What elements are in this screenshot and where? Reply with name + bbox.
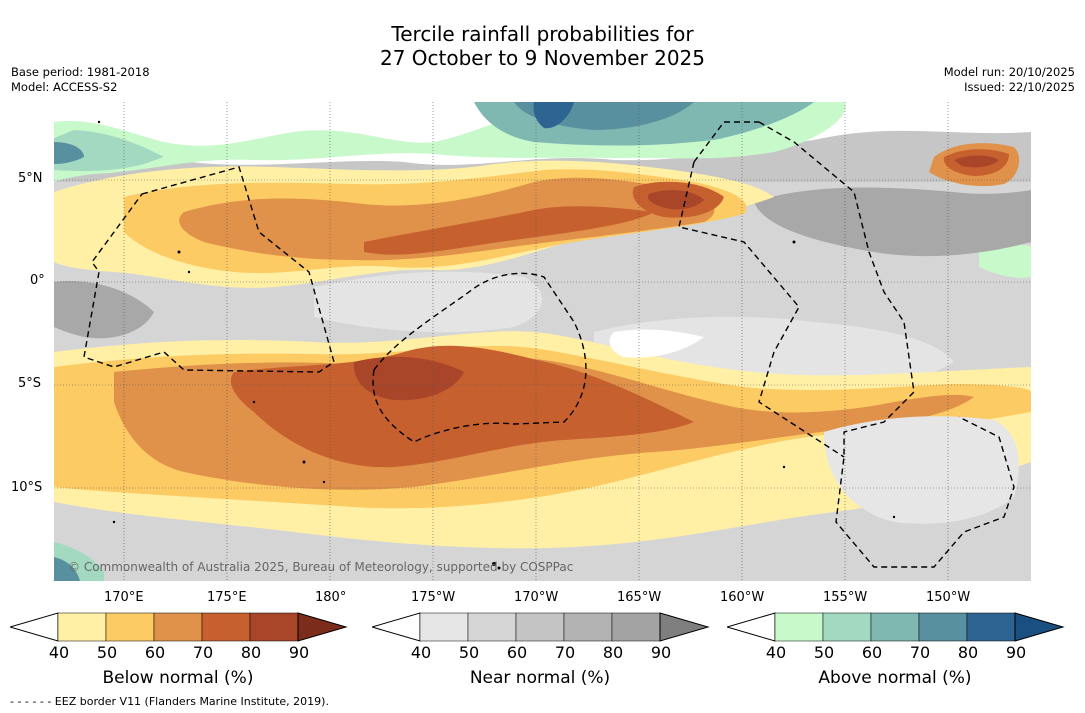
cb-near-tick-60: 60 [506,643,528,662]
cb-below-arrow-left [10,612,59,642]
rainfall-probability-map: © Commonwealth of Australia 2025, Bureau… [54,102,1031,581]
copyright-text: © Commonwealth of Australia 2025, Bureau… [68,560,573,574]
cb-above-arrow-right [1014,612,1065,642]
cb-near-tick-90: 90 [650,643,672,662]
map-title-line2: 27 October to 9 November 2025 [379,46,706,70]
colorbar-above-normal [727,612,1065,642]
lon-label-150w: 150°W [926,590,971,605]
colorbar-near-normal [372,612,710,642]
eez-borders [83,121,1015,568]
cb-near-tick-50: 50 [458,643,480,662]
below-normal-70-north [364,206,654,255]
near-normal-southeast [824,416,1019,524]
base-period: Base period: 1981-2018 [11,65,150,79]
below-normal-60-north [179,177,715,261]
cb-near-tick-80: 80 [602,643,624,662]
cb-above-tick-80: 80 [957,643,979,662]
cb-below-tick-60: 60 [144,643,166,662]
cb-above-label: Above normal (%) [818,668,972,688]
lon-label-155w: 155°W [823,590,868,605]
cb-above-tick-50: 50 [813,643,835,662]
cb-near-label: Near normal (%) [469,668,611,688]
lon-label-160w: 160°W [720,590,765,605]
map-title-line1: Tercile rainfall probabilities for [391,22,694,46]
cb-below-tick-70: 70 [192,643,214,662]
above-normal-80-north [533,102,574,129]
near-normal-dark-west [54,281,154,339]
cb-below-tick-90: 90 [288,643,310,662]
cb-below-seg-70 [201,612,251,642]
issued-date: Issued: 22/10/2025 [964,80,1075,94]
cb-above-seg-70 [918,612,968,642]
below-normal-80-east [954,155,999,168]
cb-above-tick-40: 40 [765,643,787,662]
cb-near-seg-70 [563,612,613,642]
near-normal-dark-east [754,187,1031,257]
cb-below-seg-40 [57,612,107,642]
above-normal-50-west [54,130,164,172]
cb-below-seg-60 [153,612,203,642]
lon-label-170e: 170°E [104,590,144,605]
lon-label-165w: 165°W [617,590,662,605]
cb-above-tick-90: 90 [1005,643,1027,662]
above-normal-east [979,244,1031,278]
lon-label-180: 180° [315,590,347,605]
below-normal-70-south [230,345,694,468]
eez-footnote: - - - - - - EEZ border V11 (Flanders Mar… [10,695,329,708]
cb-near-seg-50 [467,612,517,642]
lon-label-170w: 170°W [514,590,559,605]
cb-below-tick-50: 50 [96,643,118,662]
cb-near-seg-80 [611,612,661,642]
cb-above-arrow-left [727,612,776,642]
lat-label-5n: 5°N [18,171,43,186]
islands [97,120,896,570]
below-normal-80-hotspot [647,190,704,210]
colorbar-below-normal [10,612,348,642]
cb-near-arrow-right [659,612,710,642]
cb-near-seg-40 [419,612,469,642]
cb-near-tick-40: 40 [410,643,432,662]
cb-below-seg-50 [105,612,155,642]
white-patch-1 [609,329,704,358]
lon-label-175w: 175°W [411,590,456,605]
lat-label-5s: 5°S [18,376,42,391]
cb-above-seg-40 [774,612,824,642]
cb-near-tick-70: 70 [554,643,576,662]
cb-above-seg-60 [870,612,920,642]
cb-above-tick-70: 70 [909,643,931,662]
model-name: Model: ACCESS-S2 [11,80,118,94]
lon-label-175e: 175°E [207,590,247,605]
cb-below-tick-80: 80 [240,643,262,662]
above-normal-70-west [54,142,84,164]
lat-label-0: 0° [30,273,45,288]
cb-near-arrow-left [372,612,421,642]
below-normal-80-south [353,356,464,401]
near-normal-light-center [314,271,543,333]
lat-label-10s: 10°S [11,480,43,495]
cb-near-seg-60 [515,612,565,642]
cb-above-seg-80 [966,612,1016,642]
model-run: Model run: 20/10/2025 [943,65,1075,79]
cb-below-tick-40: 40 [48,643,70,662]
cb-above-tick-60: 60 [861,643,883,662]
cb-above-seg-50 [822,612,872,642]
cb-below-seg-80 [249,612,299,642]
above-normal-70-southwest [54,557,80,581]
cb-below-label: Below normal (%) [102,668,254,688]
gridlines [54,102,1031,581]
cb-below-arrow-right [297,612,348,642]
